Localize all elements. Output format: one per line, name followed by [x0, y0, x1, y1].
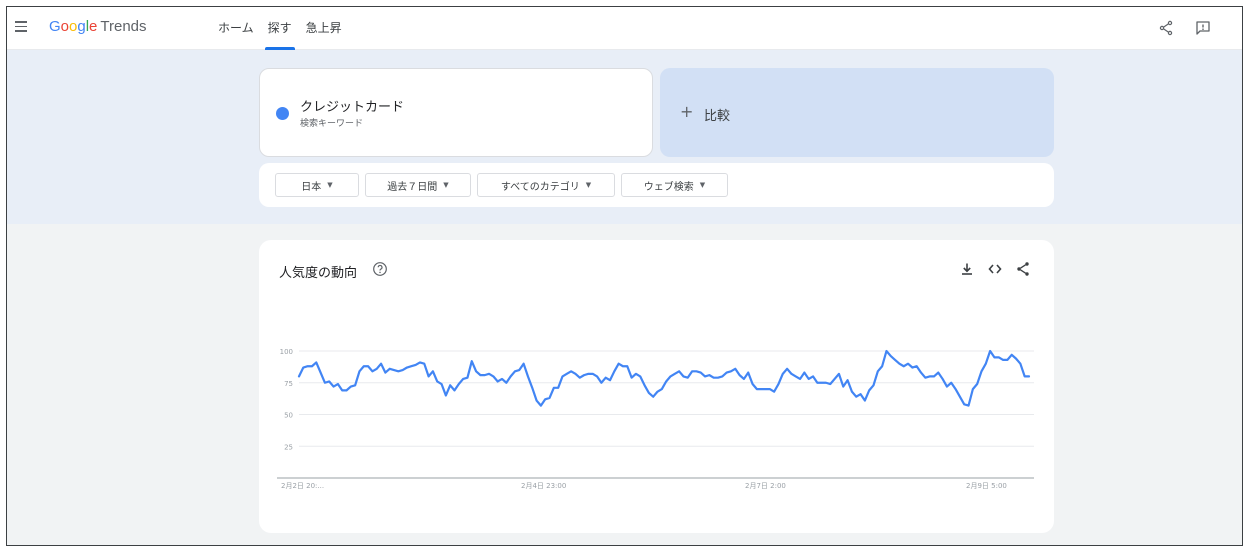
logo-letter: o [60, 18, 70, 35]
plus-icon: + [680, 102, 694, 121]
compare-label: 比較 [704, 109, 731, 124]
interest-chart: 100 75 50 25 2月2日 20:... 2月4日 23:00 2月7日 2:00 2… [277, 348, 1034, 490]
series-line [297, 349, 1031, 407]
x-tick-label: 2月2日 20:... [281, 482, 324, 490]
search-term-card[interactable]: クレジットカード 検索キーワード [259, 68, 653, 157]
embed-icon[interactable] [987, 261, 1003, 277]
dropdown-caret-icon: ▼ [443, 181, 449, 189]
y-tick-label: 25 [284, 443, 293, 451]
nav-item-label: 探す [267, 21, 292, 35]
google-trends-logo[interactable]: Google Trends [49, 18, 147, 35]
logo-letter: e [89, 18, 98, 35]
help-icon[interactable] [372, 261, 388, 277]
x-tick-label: 2月9日 5:00 [966, 482, 1007, 490]
x-tick-label: 2月7日 2:00 [745, 482, 786, 490]
feedback-icon[interactable] [1195, 20, 1211, 36]
share-icon[interactable] [1015, 261, 1031, 277]
search-term-title: クレジットカード [300, 100, 405, 115]
logo-letter: o [69, 18, 78, 35]
nav-item-trending[interactable]: 急上昇 [299, 7, 349, 50]
top-app-bar: Google Trends ホーム 探す 急上昇 [7, 7, 1242, 50]
compare-button[interactable]: + 比較 [660, 68, 1054, 157]
dropdown-caret-icon: ▼ [699, 181, 706, 189]
filter-bar: 日本 ▼ 過去７日間 ▼ すべてのカテゴリ ▼ ウェブ検索 ▼ [259, 163, 1054, 207]
app-window: Google Trends ホーム 探す 急上昇 [6, 6, 1243, 546]
nav-item-explore[interactable]: 探す [261, 7, 299, 50]
logo-trends-text: Trends [100, 18, 147, 35]
category-filter-label: すべてのカテゴリ [500, 181, 580, 193]
logo-letter: g [77, 18, 86, 35]
category-filter[interactable]: すべてのカテゴリ ▼ [477, 173, 615, 197]
logo-letter: G [49, 18, 61, 35]
main-nav: ホーム 探す 急上昇 [211, 7, 349, 50]
nav-item-label: ホーム [218, 21, 254, 35]
region-filter[interactable]: 日本 ▼ [275, 173, 359, 197]
y-tick-label: 75 [284, 380, 293, 388]
dropdown-caret-icon: ▼ [585, 181, 592, 189]
time-filter[interactable]: 過去７日間 ▼ [365, 173, 471, 197]
term-color-dot [276, 107, 289, 120]
search-term-type: 検索キーワード [300, 119, 364, 129]
active-tab-indicator [264, 47, 295, 50]
dropdown-caret-icon: ▼ [327, 181, 333, 189]
panel-title: 人気度の動向 [279, 266, 358, 281]
region-filter-label: 日本 [301, 181, 322, 193]
download-icon[interactable] [959, 261, 975, 277]
nav-item-label: 急上昇 [305, 21, 342, 35]
time-filter-label: 過去７日間 [387, 181, 438, 193]
y-tick-label: 50 [284, 412, 293, 420]
share-icon[interactable] [1158, 20, 1174, 36]
search-type-filter[interactable]: ウェブ検索 ▼ [621, 173, 728, 197]
menu-icon[interactable] [15, 21, 29, 35]
search-type-filter-label: ウェブ検索 [643, 181, 694, 193]
logo-letter: l [85, 18, 90, 35]
y-tick-label: 100 [280, 348, 293, 356]
nav-item-home[interactable]: ホーム [211, 7, 261, 50]
x-tick-label: 2月4日 23:00 [521, 482, 566, 490]
interest-over-time-panel: 人気度の動向 100 75 50 25 2月2日 20:... 2月4日 23:00 2月7… [259, 240, 1054, 533]
